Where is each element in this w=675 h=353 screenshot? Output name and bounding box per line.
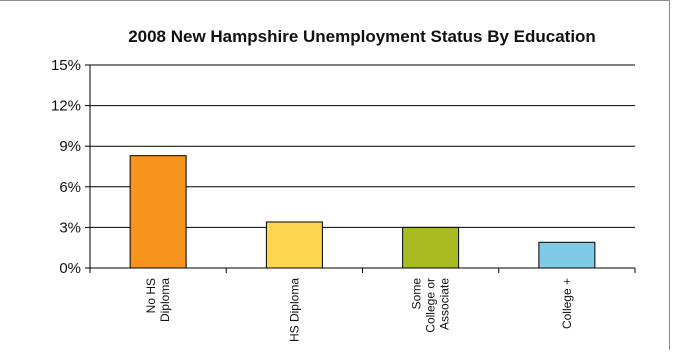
x-tick-label-line: HS Diploma	[287, 278, 301, 342]
x-tick-label-line: Associate	[438, 278, 452, 330]
x-axis-ticks: No HSDiploma HS Diploma SomeCollege orAsso…	[89, 268, 636, 342]
y-tick-label: 6%	[59, 179, 81, 196]
x-tick-label-line: No HS	[144, 278, 158, 313]
bar	[402, 226, 460, 269]
x-tick-label: SomeCollege orAssociate	[410, 278, 452, 333]
bars	[129, 155, 596, 269]
y-tick-label: 0%	[59, 260, 81, 277]
x-tick-label: HS Diploma	[287, 278, 301, 342]
bar	[538, 241, 596, 269]
y-tick-label: 15%	[51, 57, 81, 74]
x-tick-label-line: College +	[560, 278, 574, 329]
x-tick-label-line: College or	[424, 278, 438, 333]
bar	[265, 221, 323, 269]
y-tick-label: 3%	[59, 219, 81, 236]
bar	[129, 155, 187, 269]
chart-title: 2008 New Hampshire Unemployment Status B…	[128, 27, 596, 46]
y-axis-ticks: 0% 3% 6% 9% 12% 15%	[51, 57, 90, 277]
x-tick-label-line: Diploma	[158, 278, 172, 322]
y-tick-label: 9%	[59, 138, 81, 155]
x-tick-label: No HSDiploma	[144, 278, 172, 322]
x-tick-label: College +	[560, 278, 574, 329]
y-tick-label: 12%	[51, 98, 81, 115]
x-tick-label-line: Some	[410, 278, 424, 310]
